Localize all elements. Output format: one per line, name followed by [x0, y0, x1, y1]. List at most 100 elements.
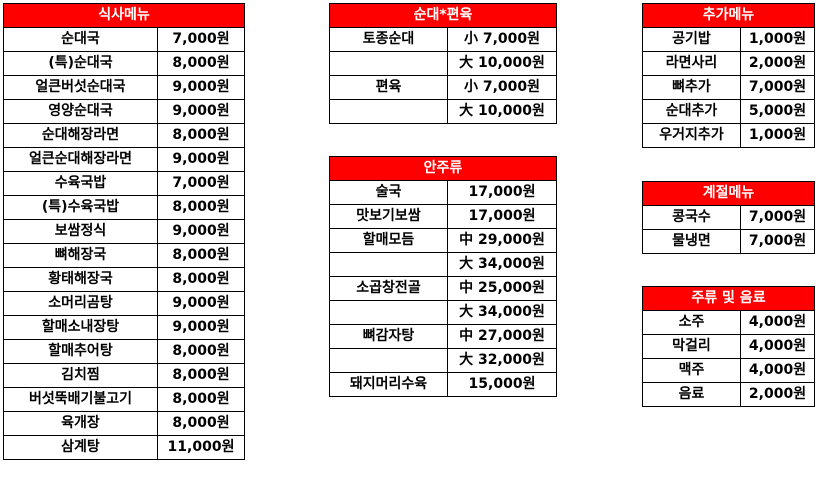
- menu-item-name: 편육: [329, 75, 448, 100]
- menu-item-name: 공기밥: [642, 27, 741, 52]
- menu-item-price: 15,000원: [447, 372, 557, 397]
- extra-menu-row: 공기밥 1,000원: [642, 27, 815, 52]
- menu-item-name: [329, 99, 448, 124]
- menu-item-price: 小 7,000원: [447, 75, 557, 100]
- menu-item-name: [329, 348, 448, 373]
- meal-menu-row: 황태해장국 8,000원: [3, 267, 245, 292]
- menu-item-name: 우거지추가: [642, 123, 741, 148]
- drinks-header: 주류 및 음료: [642, 286, 815, 311]
- meal-menu-row: 삼계탕 11,000원: [3, 435, 245, 460]
- anju-table: 안주류 술국 17,000원 맛보기보쌈 17,000원 할매모듬 中 29,000원 大 …: [329, 156, 557, 397]
- menu-item-price: 9,000원: [157, 75, 245, 100]
- anju-row: 大 34,000원: [329, 252, 557, 277]
- extra-menu-row: 순대추가 5,000원: [642, 99, 815, 124]
- menu-item-price: 4,000원: [740, 358, 815, 383]
- menu-item-name: 얼큰버섯순대국: [3, 75, 158, 100]
- menu-item-name: 토종순대: [329, 27, 448, 52]
- menu-item-price: 8,000원: [157, 267, 245, 292]
- menu-item-price: 7,000원: [740, 75, 815, 100]
- sundae-pyeonyuk-row: 토종순대 小 7,000원: [329, 27, 557, 52]
- menu-item-name: 술국: [329, 180, 448, 205]
- menu-item-price: 大 10,000원: [447, 51, 557, 76]
- drinks-table: 주류 및 음료 소주 4,000원 막걸리 4,000원 맥주 4,000원 음료 2,000…: [642, 286, 815, 407]
- extra-menu-row: 뼈추가 7,000원: [642, 75, 815, 100]
- menu-item-price: 1,000원: [740, 123, 815, 148]
- menu-item-price: 8,000원: [157, 123, 245, 148]
- sundae-pyeonyuk-table: 순대*편육 토종순대 小 7,000원 大 10,000원 편육 小 7,000원 大 1…: [329, 3, 557, 124]
- menu-item-price: 大 10,000원: [447, 99, 557, 124]
- extra-menu-table: 추가메뉴 공기밥 1,000원 라면사리 2,000원 뼈추가 7,000원 순대추가 5,0…: [642, 3, 815, 148]
- meal-menu-row: 보쌈정식 9,000원: [3, 219, 245, 244]
- menu-item-price: 17,000원: [447, 180, 557, 205]
- seasonal-menu-header: 계절메뉴: [642, 181, 815, 206]
- menu-item-name: 버섯뚝배기불고기: [3, 387, 158, 412]
- menu-item-name: 뼈추가: [642, 75, 741, 100]
- menu-item-price: 5,000원: [740, 99, 815, 124]
- seasonal-menu-row: 콩국수 7,000원: [642, 205, 815, 230]
- menu-item-name: 순대국: [3, 27, 158, 52]
- anju-row: 술국 17,000원: [329, 180, 557, 205]
- menu-item-price: 7,000원: [740, 229, 815, 254]
- menu-item-name: 돼지머리수육: [329, 372, 448, 397]
- meal-menu-header: 식사메뉴: [3, 3, 245, 28]
- menu-item-name: 라면사리: [642, 51, 741, 76]
- meal-menu-row: 뼈해장국 8,000원: [3, 243, 245, 268]
- sundae-pyeonyuk-row: 大 10,000원: [329, 51, 557, 76]
- menu-item-price: 7,000원: [740, 205, 815, 230]
- menu-item-name: 얼큰순대해장라면: [3, 147, 158, 172]
- menu-item-name: (특)수육국밥: [3, 195, 158, 220]
- menu-item-name: [329, 300, 448, 325]
- meal-menu-row: 얼큰버섯순대국 9,000원: [3, 75, 245, 100]
- menu-item-name: 맛보기보쌈: [329, 204, 448, 229]
- menu-item-price: 小 7,000원: [447, 27, 557, 52]
- menu-item-name: 콩국수: [642, 205, 741, 230]
- menu-item-name: 뼈해장국: [3, 243, 158, 268]
- meal-menu-row: 얼큰순대해장라면 9,000원: [3, 147, 245, 172]
- menu-item-price: 2,000원: [740, 51, 815, 76]
- anju-row: 뼈감자탕 中 27,000원: [329, 324, 557, 349]
- menu-item-name: 김치찜: [3, 363, 158, 388]
- meal-menu-row: 수육국밥 7,000원: [3, 171, 245, 196]
- menu-item-name: 영양순대국: [3, 99, 158, 124]
- anju-row: 大 34,000원: [329, 300, 557, 325]
- menu-item-name: 물냉면: [642, 229, 741, 254]
- meal-menu-row: 순대해장라면 8,000원: [3, 123, 245, 148]
- menu-item-name: 소곱창전골: [329, 276, 448, 301]
- meal-menu-row: 소머리곰탕 9,000원: [3, 291, 245, 316]
- anju-header: 안주류: [329, 156, 557, 181]
- menu-item-name: 순대추가: [642, 99, 741, 124]
- menu-item-price: 9,000원: [157, 99, 245, 124]
- seasonal-menu-row: 물냉면 7,000원: [642, 229, 815, 254]
- menu-item-name: 뼈감자탕: [329, 324, 448, 349]
- meal-menu-row: (특)수육국밥 8,000원: [3, 195, 245, 220]
- sundae-pyeonyuk-row: 大 10,000원: [329, 99, 557, 124]
- drinks-row: 막걸리 4,000원: [642, 334, 815, 359]
- anju-row: 소곱창전골 中 25,000원: [329, 276, 557, 301]
- extra-menu-header: 추가메뉴: [642, 3, 815, 28]
- menu-item-price: 大 34,000원: [447, 252, 557, 277]
- menu-item-price: 4,000원: [740, 334, 815, 359]
- extra-menu-row: 라면사리 2,000원: [642, 51, 815, 76]
- anju-row: 돼지머리수육 15,000원: [329, 372, 557, 397]
- drinks-row: 맥주 4,000원: [642, 358, 815, 383]
- menu-item-price: 大 32,000원: [447, 348, 557, 373]
- menu-item-name: 수육국밥: [3, 171, 158, 196]
- menu-item-price: 8,000원: [157, 339, 245, 364]
- menu-item-price: 9,000원: [157, 315, 245, 340]
- menu-item-name: 할매소내장탕: [3, 315, 158, 340]
- menu-item-name: 소주: [642, 310, 741, 335]
- menu-item-name: 소머리곰탕: [3, 291, 158, 316]
- meal-menu-row: 영양순대국 9,000원: [3, 99, 245, 124]
- drinks-row: 음료 2,000원: [642, 382, 815, 407]
- menu-item-name: 육개장: [3, 411, 158, 436]
- meal-menu-table: 식사메뉴 순대국 7,000원 (특)순대국 8,000원 얼큰버섯순대국 9,000원 영…: [3, 3, 245, 460]
- menu-item-name: [329, 252, 448, 277]
- seasonal-menu-table: 계절메뉴 콩국수 7,000원 물냉면 7,000원: [642, 181, 815, 254]
- menu-item-price: 8,000원: [157, 363, 245, 388]
- menu-item-name: 맥주: [642, 358, 741, 383]
- menu-item-price: 9,000원: [157, 291, 245, 316]
- menu-item-price: 7,000원: [157, 27, 245, 52]
- anju-row: 大 32,000원: [329, 348, 557, 373]
- menu-item-price: 17,000원: [447, 204, 557, 229]
- sundae-pyeonyuk-header: 순대*편육: [329, 3, 557, 28]
